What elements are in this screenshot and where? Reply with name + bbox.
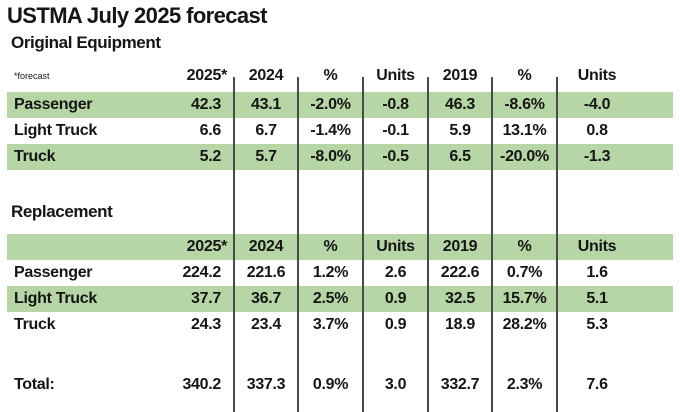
column-header-units: Units: [577, 67, 617, 84]
section-title-replacement: Replacement: [11, 202, 113, 221]
column-divider: [491, 77, 493, 412]
row-label: Light Truck: [14, 290, 97, 307]
value-cell: -0.1: [382, 122, 409, 139]
value-cell: 46.3: [445, 96, 475, 113]
table-row-oe-light-truck: Light Truck 6.6 6.7 -1.4% -0.1 5.9 13.1%…: [7, 118, 673, 144]
value-cell: -0.5: [382, 148, 409, 165]
value-cell: 221.6: [246, 264, 286, 281]
column-divider: [297, 77, 299, 412]
value-cell: 28.2%: [502, 316, 547, 333]
value-cell: -2.0%: [310, 96, 351, 113]
value-cell: -0.8: [382, 96, 409, 113]
value-cell: 332.7: [440, 376, 480, 393]
row-label: Light Truck: [14, 122, 97, 139]
column-divider: [427, 77, 429, 412]
total-label: Total:: [14, 376, 55, 393]
column-header-percent: %: [517, 238, 532, 255]
value-cell: 23.4: [251, 316, 281, 333]
value-cell: 1.6: [586, 264, 608, 281]
value-cell: 5.2: [199, 148, 222, 165]
value-cell: 7.6: [586, 376, 608, 393]
value-cell: -1.4%: [310, 122, 351, 139]
value-cell: 6.7: [255, 122, 277, 139]
column-header-2024: 2024: [248, 67, 284, 84]
value-cell: 3.7%: [312, 316, 349, 333]
value-cell: 0.9%: [312, 376, 349, 393]
replacement-header-row: 2025* 2024 % Units 2019 % Units: [7, 234, 673, 260]
value-cell: 222.6: [440, 264, 480, 281]
row-label: Passenger: [14, 264, 93, 281]
value-cell: 6.6: [199, 122, 222, 139]
value-cell: 5.1: [586, 290, 608, 307]
value-cell: 5.3: [586, 316, 608, 333]
row-label: Passenger: [14, 96, 93, 113]
value-cell: 3.0: [384, 376, 407, 393]
column-header-units: Units: [376, 67, 415, 84]
value-cell: 42.3: [191, 96, 221, 113]
column-divider: [233, 77, 235, 412]
value-cell: 6.5: [449, 148, 471, 165]
value-cell: 24.3: [191, 316, 221, 333]
value-cell: 5.9: [449, 122, 471, 139]
column-header-2025: 2025*: [186, 67, 228, 84]
value-cell: -20.0%: [500, 148, 549, 165]
row-label: Truck: [14, 316, 56, 333]
value-cell: 2.3%: [506, 376, 543, 393]
value-cell: 224.2: [182, 264, 221, 281]
column-header-2019: 2019: [442, 67, 478, 84]
value-cell: 36.7: [251, 290, 281, 307]
value-cell: -8.6%: [504, 96, 545, 113]
column-header-percent: %: [323, 67, 338, 84]
table-row-oe-passenger: Passenger 42.3 43.1 -2.0% -0.8 46.3 -8.6…: [7, 92, 673, 118]
value-cell: 1.2%: [312, 264, 349, 281]
value-cell: -8.0%: [310, 148, 351, 165]
column-header-percent: %: [323, 238, 338, 255]
column-header-units: Units: [577, 238, 617, 255]
value-cell: 18.9: [445, 316, 475, 333]
value-cell: 2.5%: [312, 290, 349, 307]
column-header-2019: 2019: [442, 238, 478, 255]
value-cell: 13.1%: [502, 122, 547, 139]
original-equipment-header-row: *forecast 2025* 2024 % Units 2019 % Unit…: [7, 62, 673, 90]
value-cell: 43.1: [251, 96, 281, 113]
column-header-2025: 2025*: [186, 238, 228, 255]
table-row-replacement-light-truck: Light Truck 37.7 36.7 2.5% 0.9 32.5 15.7…: [7, 286, 673, 312]
value-cell: 0.8: [586, 122, 608, 139]
value-cell: 32.5: [445, 290, 475, 307]
column-header-2024: 2024: [248, 238, 284, 255]
column-header-units: Units: [376, 238, 415, 255]
value-cell: 0.9: [384, 290, 407, 307]
value-cell: 2.6: [384, 264, 407, 281]
value-cell: 340.2: [182, 376, 221, 393]
table-row-replacement-passenger: Passenger 224.2 221.6 1.2% 2.6 222.6 0.7…: [7, 260, 673, 286]
row-label: Truck: [14, 148, 56, 165]
value-cell: 0.9: [384, 316, 407, 333]
section-title-original-equipment: Original Equipment: [11, 33, 161, 52]
column-header-percent: %: [517, 67, 532, 84]
column-divider: [362, 77, 364, 412]
column-divider: [556, 77, 558, 412]
table-row-total: Total: 340.2 337.3 0.9% 3.0 332.7 2.3% 7…: [7, 372, 673, 398]
table-row-oe-truck: Truck 5.2 5.7 -8.0% -0.5 6.5 -20.0% -1.3: [7, 144, 673, 170]
value-cell: 337.3: [246, 376, 286, 393]
value-cell: 0.7%: [506, 264, 543, 281]
value-cell: -4.0: [583, 96, 611, 113]
table-row-replacement-truck: Truck 24.3 23.4 3.7% 0.9 18.9 28.2% 5.3: [7, 312, 673, 338]
page-title: USTMA July 2025 forecast: [7, 3, 268, 28]
value-cell: 5.7: [255, 148, 277, 165]
value-cell: 15.7%: [502, 290, 547, 307]
value-cell: -1.3: [583, 148, 611, 165]
forecast-footnote: *forecast: [14, 71, 50, 81]
value-cell: 37.7: [191, 290, 221, 307]
